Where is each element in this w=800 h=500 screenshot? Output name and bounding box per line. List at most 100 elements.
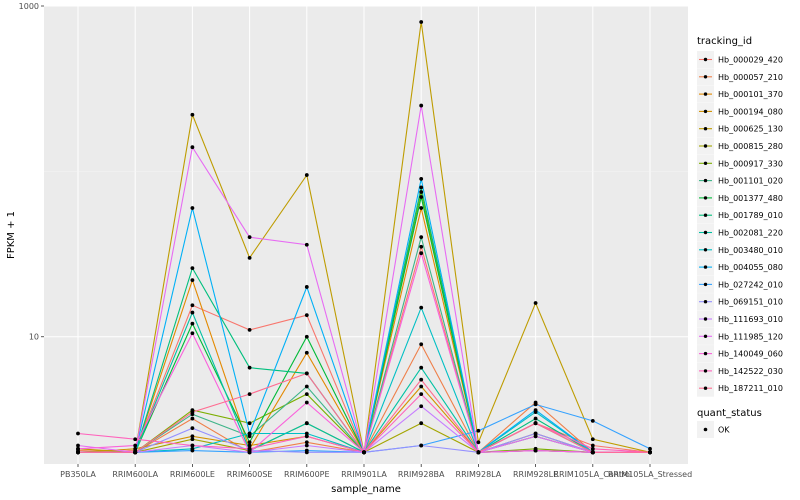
data-point xyxy=(362,450,366,455)
y-tick-label: 1000 xyxy=(19,2,39,11)
data-point xyxy=(304,450,309,455)
legend-label: Hb_000057_210 xyxy=(718,73,783,82)
data-point xyxy=(304,242,309,247)
legend-label: Hb_000917_330 xyxy=(718,159,783,168)
legend-item: Hb_000194_080 xyxy=(697,102,783,120)
data-point xyxy=(419,251,424,256)
data-point xyxy=(247,431,252,436)
data-point xyxy=(304,431,309,436)
x-tick-label: RRIM600SE xyxy=(227,470,273,479)
legend-point xyxy=(703,57,708,62)
legend-point xyxy=(703,386,708,390)
x-tick-label: RRIM928BA xyxy=(398,470,445,479)
legend-item: Hb_004055_080 xyxy=(697,258,783,276)
legend-item: OK xyxy=(697,421,730,438)
data-point xyxy=(247,235,252,240)
legend-point xyxy=(703,427,708,432)
data-point xyxy=(419,235,424,240)
data-point xyxy=(648,450,652,455)
data-point xyxy=(419,365,424,370)
data-point xyxy=(247,443,252,448)
x-tick-label: RRIM105LA_Control xyxy=(553,470,632,479)
legend-point xyxy=(703,109,708,114)
data-point xyxy=(190,310,195,315)
data-point xyxy=(304,313,309,318)
x-axis-title: sample_name xyxy=(331,484,401,495)
legend-label: Hb_000101_370 xyxy=(718,90,783,99)
data-point xyxy=(190,448,195,453)
data-point xyxy=(533,402,538,407)
data-point xyxy=(247,440,252,445)
data-point xyxy=(190,443,195,448)
data-point xyxy=(304,434,309,439)
legend-item: Hb_111985_120 xyxy=(697,327,783,345)
x-tick-label: RRIM901LA xyxy=(341,470,387,479)
legend-point xyxy=(703,92,708,96)
data-point xyxy=(419,305,424,310)
data-point xyxy=(590,418,595,423)
x-tick-label: RRIM600LE xyxy=(170,470,215,479)
legend-point xyxy=(703,127,708,131)
legend-point xyxy=(703,351,708,356)
data-point xyxy=(304,421,309,426)
legend-point xyxy=(703,317,708,321)
data-point xyxy=(533,434,538,439)
data-point xyxy=(419,177,424,181)
data-point xyxy=(476,440,481,445)
legend-label: OK xyxy=(718,426,730,435)
data-point xyxy=(304,285,309,289)
data-point xyxy=(533,408,538,413)
legend-label: Hb_001789_010 xyxy=(718,211,783,220)
y-tick-label: 10 xyxy=(29,333,39,342)
data-point xyxy=(419,421,424,426)
legend-item: Hb_027242_010 xyxy=(697,275,783,293)
data-point xyxy=(304,350,309,355)
legend-label: Hb_000029_420 xyxy=(718,56,783,65)
legend: tracking_id Hb_000029_420Hb_000057_210Hb… xyxy=(697,36,783,438)
data-point xyxy=(419,392,424,396)
data-point xyxy=(419,185,424,190)
legend-point xyxy=(703,144,708,148)
legend-item: Hb_003480_010 xyxy=(697,241,783,259)
legend-label: Hb_142522_030 xyxy=(718,367,783,376)
legend-label: Hb_027242_010 xyxy=(718,280,783,289)
data-point xyxy=(419,195,424,199)
data-point xyxy=(247,255,252,260)
data-point xyxy=(190,266,195,271)
legend-item: Hb_001789_010 xyxy=(697,206,783,224)
data-point xyxy=(133,450,138,455)
legend-color-items: Hb_000029_420 Hb_000057_210 Hb_000101_370 H… xyxy=(697,51,783,397)
panel-background xyxy=(44,6,688,464)
legend-item: Hb_002081_220 xyxy=(697,224,783,241)
data-point xyxy=(190,303,195,308)
data-point xyxy=(190,206,195,210)
data-point xyxy=(190,426,195,431)
data-point xyxy=(304,173,309,177)
legend-label: Hb_000815_280 xyxy=(718,142,783,151)
legend-point xyxy=(703,334,708,338)
data-point xyxy=(533,421,538,426)
legend-point xyxy=(703,282,708,287)
legend-label: Hb_111985_120 xyxy=(718,332,783,341)
data-point xyxy=(590,443,595,448)
data-point xyxy=(190,437,195,442)
data-point xyxy=(419,404,424,409)
data-point xyxy=(304,371,309,376)
y-axis-title: FPKM + 1 xyxy=(6,211,17,259)
legend-item: Hb_111693_010 xyxy=(697,310,783,328)
data-point xyxy=(533,301,538,305)
legend-item: Hb_000029_420 xyxy=(697,51,783,68)
data-point xyxy=(590,437,595,442)
data-point xyxy=(190,112,195,117)
legend-point xyxy=(703,178,708,183)
data-point xyxy=(304,443,309,448)
legend-label: Hb_002081_220 xyxy=(718,229,783,238)
data-point xyxy=(76,450,80,455)
legend-label: Hb_000625_130 xyxy=(718,125,783,134)
data-point xyxy=(190,278,195,283)
data-point xyxy=(133,443,138,448)
data-point xyxy=(533,431,538,436)
legend-item: Hb_000057_210 xyxy=(697,68,783,86)
legend-item: Hb_000625_130 xyxy=(697,120,783,138)
